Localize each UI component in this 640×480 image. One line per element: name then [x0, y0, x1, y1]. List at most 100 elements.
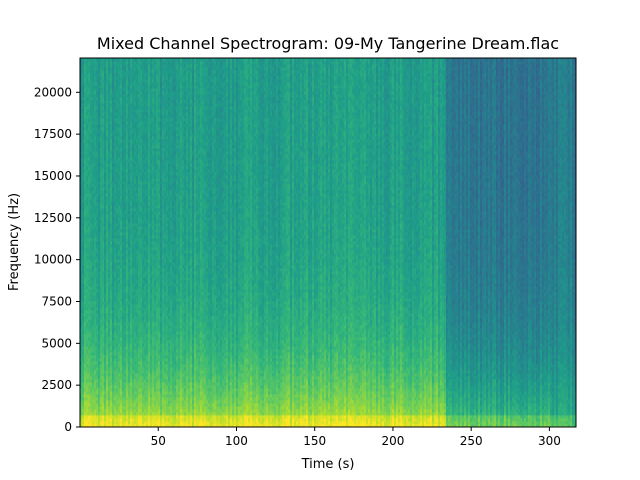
spectrogram-cell [104, 103, 107, 107]
spectrogram-cell [80, 76, 83, 80]
spectrogram-cell [118, 244, 121, 248]
spectrogram-cell [112, 184, 115, 188]
spectrogram-cell [98, 112, 101, 116]
spectrogram-cell [104, 277, 107, 281]
spectrogram-cell [102, 283, 105, 287]
spectrogram-cell [102, 196, 105, 200]
spectrogram-cell [100, 76, 103, 80]
spectrogram-cell [102, 118, 105, 122]
spectrogram-cell [110, 199, 113, 203]
spectrogram-cell [92, 364, 95, 368]
spectrogram-cell [110, 157, 113, 161]
spectrogram-cell [114, 208, 117, 212]
spectrogram-cell [100, 310, 103, 314]
spectrogram-cell [80, 349, 83, 353]
spectrogram-cell [98, 310, 101, 314]
spectrogram-cell [92, 160, 95, 164]
spectrogram-cell [112, 373, 115, 377]
spectrogram-cell [86, 70, 89, 74]
spectrogram-cell [102, 424, 105, 428]
spectrogram-cell [110, 196, 113, 200]
spectrogram-cell [88, 409, 91, 413]
spectrogram-cell [80, 124, 83, 128]
spectrogram-cell [80, 301, 83, 305]
spectrogram-cell [108, 349, 111, 353]
spectrogram-cell [90, 394, 93, 398]
spectrogram-cell [80, 154, 83, 158]
spectrogram-cell [80, 172, 83, 176]
spectrogram-cell [116, 208, 119, 212]
spectrogram-cell [92, 226, 95, 230]
spectrogram-cell [112, 124, 115, 128]
spectrogram-cell [110, 241, 113, 245]
spectrogram-cell [108, 118, 111, 122]
spectrogram-cell [82, 298, 85, 302]
spectrogram-cell [114, 343, 117, 347]
spectrogram-cell [98, 316, 101, 320]
spectrogram-cell [96, 277, 99, 281]
spectrogram-cell [110, 193, 113, 197]
spectrogram-cell [86, 154, 89, 158]
spectrogram-cell [92, 418, 95, 422]
spectrogram-cell [104, 235, 107, 239]
spectrogram-cell [106, 187, 109, 191]
spectrogram-cell [92, 277, 95, 281]
spectrogram-cell [94, 58, 97, 62]
spectrogram-cell [106, 313, 109, 317]
spectrogram-cell [110, 376, 113, 380]
spectrogram-cell [112, 163, 115, 167]
spectrogram-cell [82, 220, 85, 224]
spectrogram-cell [112, 256, 115, 260]
spectrogram-cell [94, 85, 97, 89]
spectrogram-cell [80, 373, 83, 377]
spectrogram-cell [104, 139, 107, 143]
spectrogram-cell [92, 229, 95, 233]
spectrogram-cell [102, 148, 105, 152]
spectrogram-cell [84, 76, 87, 80]
spectrogram-cell [100, 124, 103, 128]
spectrogram-cell [116, 118, 119, 122]
spectrogram-cell [100, 190, 103, 194]
spectrogram-cell [108, 421, 111, 425]
spectrogram-cell [84, 58, 87, 62]
spectrogram-cell [94, 376, 97, 380]
spectrogram-cell [112, 64, 115, 68]
spectrogram-cell [100, 184, 103, 188]
spectrogram-cell [82, 79, 85, 83]
spectrogram-cell [94, 277, 97, 281]
spectrogram-cell [82, 94, 85, 98]
spectrogram-cell [90, 139, 93, 143]
spectrogram-cell [116, 94, 119, 98]
spectrogram-cell [92, 391, 95, 395]
spectrogram-cell [108, 235, 111, 239]
spectrogram-cell [106, 361, 109, 365]
spectrogram-cell [98, 250, 101, 254]
spectrogram-cell [88, 217, 91, 221]
spectrogram-cell [108, 226, 111, 230]
spectrogram-cell [90, 343, 93, 347]
spectrogram-cell [84, 421, 87, 425]
spectrogram-cell [108, 187, 111, 191]
spectrogram-cell [110, 79, 113, 83]
spectrogram-cell [112, 301, 115, 305]
spectrogram-cell [118, 355, 121, 359]
spectrogram-cell [102, 301, 105, 305]
spectrogram-cell [100, 274, 103, 278]
spectrogram-cell [94, 382, 97, 386]
spectrogram-cell [84, 157, 87, 161]
spectrogram-cell [92, 100, 95, 104]
spectrogram-cell [110, 226, 113, 230]
spectrogram-cell [104, 88, 107, 92]
spectrogram-cell [80, 169, 83, 173]
spectrogram-cell [106, 76, 109, 80]
spectrogram-cell [86, 226, 89, 230]
spectrogram-cell [96, 340, 99, 344]
spectrogram-cell [84, 67, 87, 71]
spectrogram-cell [104, 223, 107, 227]
spectrogram-cell [100, 220, 103, 224]
spectrogram-cell [100, 157, 103, 161]
spectrogram-cell [96, 397, 99, 401]
spectrogram-cell [100, 166, 103, 170]
spectrogram-cell [82, 190, 85, 194]
spectrogram-cell [118, 265, 121, 269]
